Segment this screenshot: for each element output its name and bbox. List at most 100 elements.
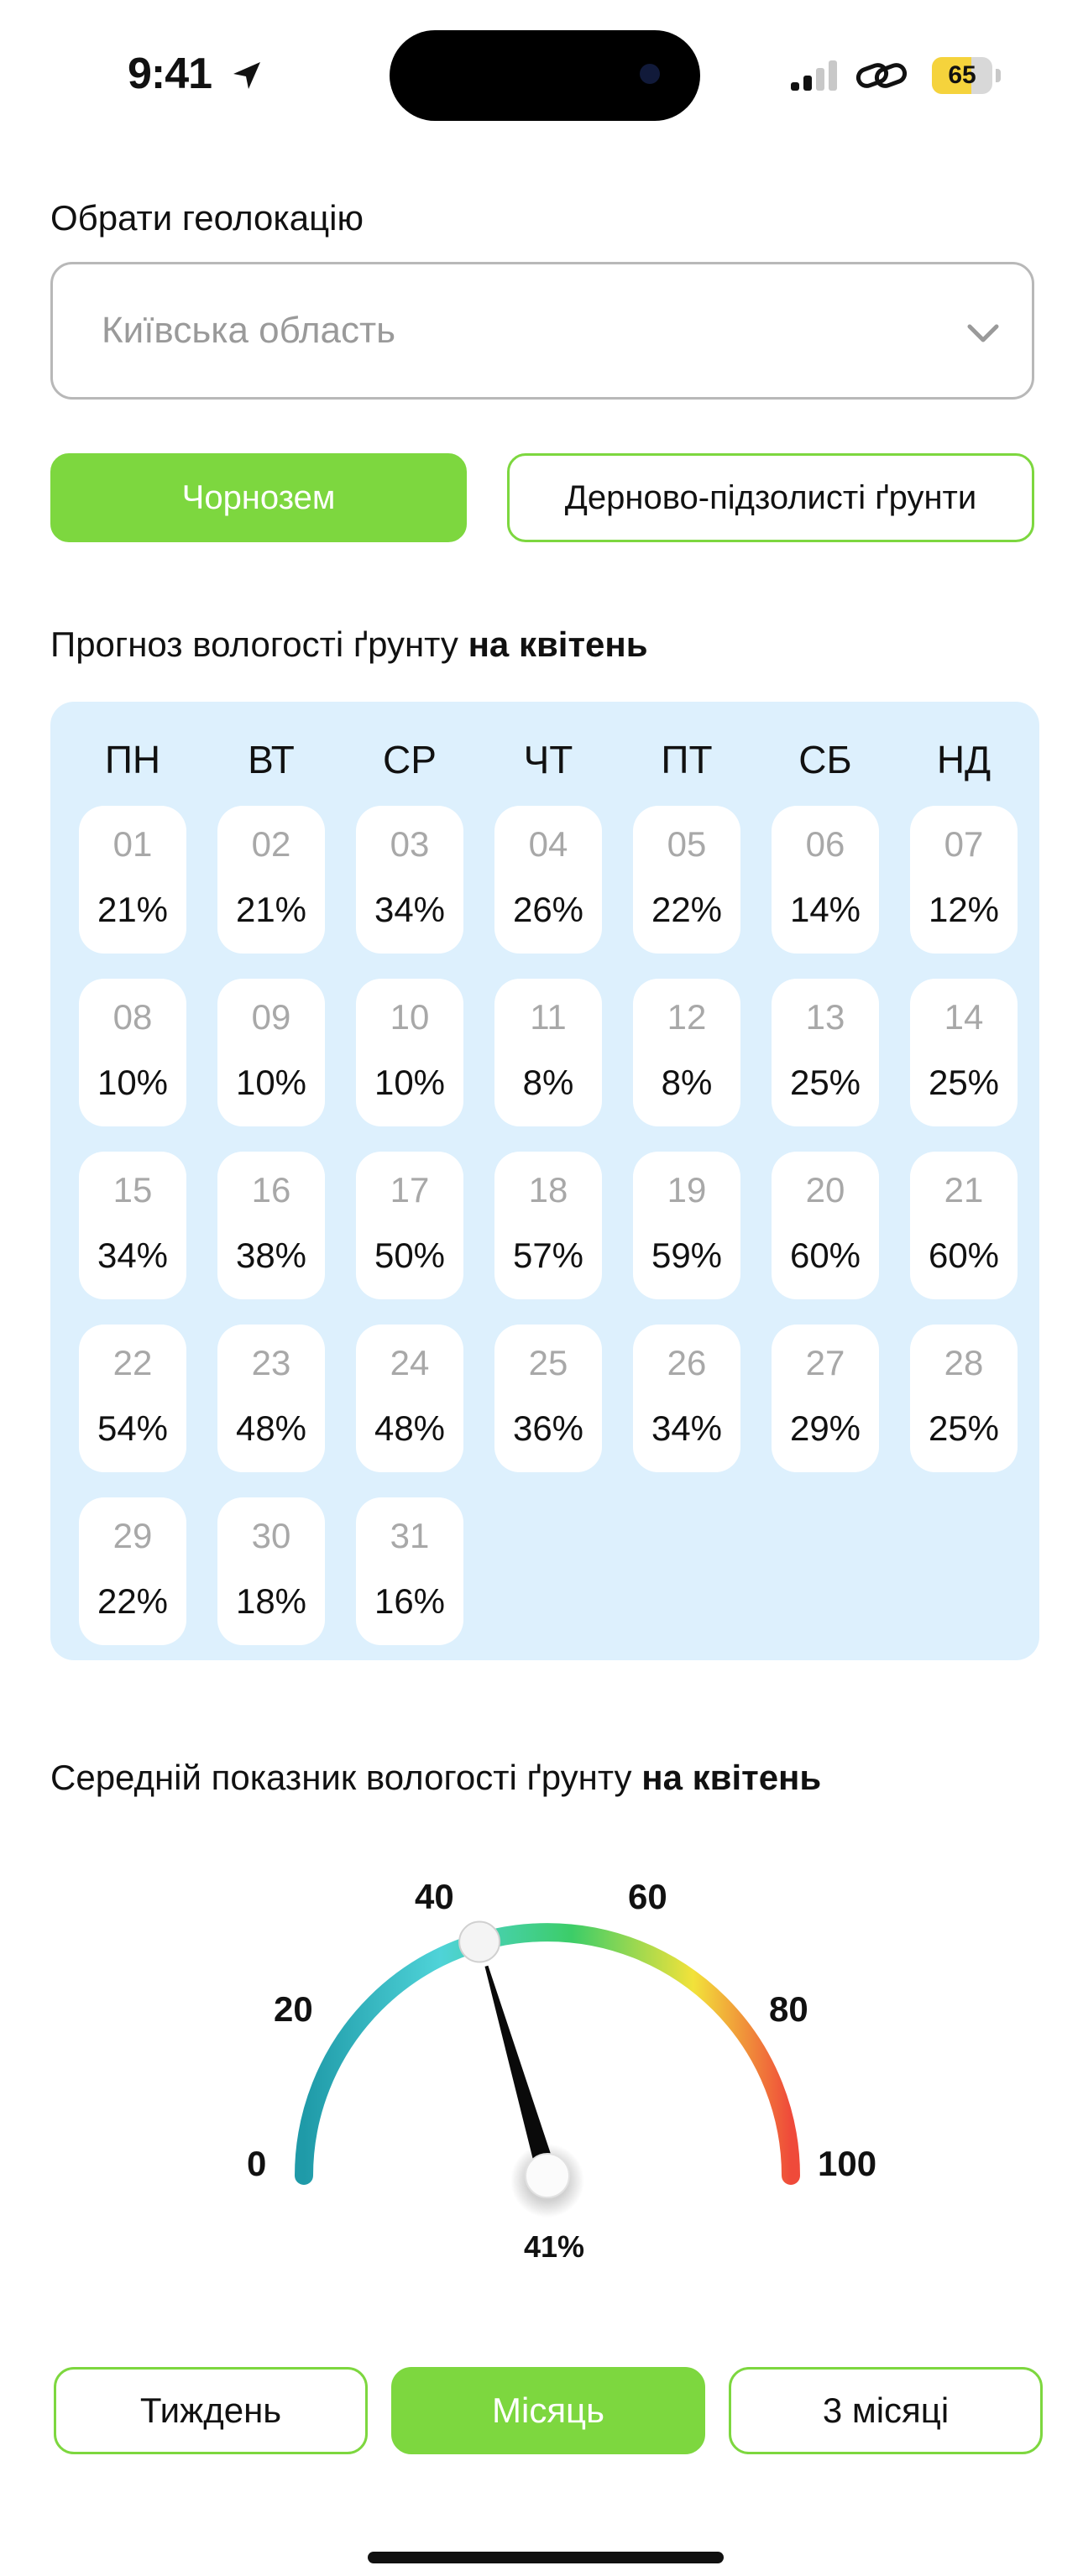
calendar-day-moisture: 38% [235, 1236, 307, 1275]
weekday-mon: ПН [104, 738, 161, 781]
calendar-day-moisture: 25% [928, 1063, 1000, 1102]
calendar-day-moisture: 18% [235, 1581, 307, 1621]
weekday-wed: СР [383, 738, 437, 781]
calendar-day[interactable]: 02 21% [217, 806, 325, 954]
calendar-day[interactable]: 29 22% [79, 1497, 186, 1645]
calendar-day-number: 14 [944, 997, 984, 1037]
calendar-day[interactable]: 10 10% [356, 979, 463, 1126]
location-arrow-icon [233, 62, 260, 89]
calendar-day-number: 21 [944, 1170, 984, 1210]
calendar-day-number: 07 [944, 824, 984, 864]
period-3-months-button[interactable]: 3 місяці [729, 2367, 1043, 2454]
calendar-day-moisture: 22% [651, 890, 723, 929]
calendar-day[interactable]: 04 26% [494, 806, 602, 954]
gauge-label-40: 40 [415, 1877, 454, 1916]
calendar-day-number: 02 [251, 824, 291, 864]
calendar-day-moisture: 34% [651, 1408, 723, 1448]
calendar-day[interactable]: 31 16% [356, 1497, 463, 1645]
calendar-day-number: 27 [805, 1343, 845, 1382]
calendar-day[interactable]: 15 34% [79, 1152, 186, 1299]
calendar-day-moisture: 59% [651, 1236, 723, 1275]
calendar-day[interactable]: 28 25% [910, 1325, 1018, 1472]
calendar-day[interactable]: 20 60% [772, 1152, 879, 1299]
gauge-label-60: 60 [628, 1877, 667, 1916]
calendar-day[interactable]: 30 18% [217, 1497, 325, 1645]
calendar-day-moisture: 16% [374, 1581, 446, 1621]
calendar-day-moisture: 21% [235, 890, 307, 929]
calendar-day[interactable]: 09 10% [217, 979, 325, 1126]
weekday-tue: ВТ [248, 738, 295, 781]
calendar-day-number: 26 [667, 1343, 707, 1382]
calendar-day[interactable]: 07 12% [910, 806, 1018, 954]
calendar-day[interactable]: 08 10% [79, 979, 186, 1126]
weekday-sun: НД [936, 738, 991, 781]
calendar-day-moisture: 25% [928, 1408, 1000, 1448]
calendar-day-number: 29 [112, 1516, 153, 1555]
calendar-day-number: 24 [390, 1343, 430, 1382]
calendar-day[interactable]: 03 34% [356, 806, 463, 954]
location-label: Обрати геолокацію [50, 198, 364, 238]
weekday-fri: ПТ [661, 738, 713, 781]
soil-type-chernozem[interactable]: Чорнозем [50, 453, 467, 542]
calendar-day-moisture: 10% [235, 1063, 307, 1102]
calendar-day[interactable]: 24 48% [356, 1325, 463, 1472]
chevron-down-icon [967, 324, 999, 342]
calendar-day[interactable]: 13 25% [772, 979, 879, 1126]
calendar-day[interactable]: 05 22% [633, 806, 740, 954]
calendar-day[interactable]: 14 25% [910, 979, 1018, 1126]
average-title: Середній показник вологості ґрунту на кв… [50, 1758, 822, 1797]
calendar-day-moisture: 10% [374, 1063, 446, 1102]
gauge-label-80: 80 [769, 1989, 808, 2029]
calendar-day-number: 03 [390, 824, 430, 864]
calendar-day-moisture: 29% [789, 1408, 861, 1448]
calendar-day-moisture: 54% [97, 1408, 169, 1448]
gauge-arc [295, 1923, 800, 2185]
calendar-day[interactable]: 16 38% [217, 1152, 325, 1299]
weekday-thu: ЧТ [523, 738, 573, 781]
calendar-day-number: 04 [528, 824, 568, 864]
calendar-day-number: 13 [805, 997, 845, 1037]
calendar-day[interactable]: 27 29% [772, 1325, 879, 1472]
link-icon [855, 63, 908, 88]
calendar-day[interactable]: 25 36% [494, 1325, 602, 1472]
calendar-day-number: 17 [390, 1170, 430, 1210]
gauge-label-0: 0 [247, 2144, 267, 2183]
calendar-day[interactable]: 22 54% [79, 1325, 186, 1472]
soil-type-sod-podzolic[interactable]: Дерново-підзолисті ґрунти [507, 453, 1034, 542]
moisture-calendar: ПН ВТ СР ЧТ ПТ СБ НД 01 21% 02 21% 03 34% 04 26… [50, 702, 1039, 1660]
calendar-day[interactable]: 18 57% [494, 1152, 602, 1299]
calendar-day-number: 12 [667, 997, 707, 1037]
calendar-day-number: 23 [251, 1343, 291, 1382]
location-select[interactable]: Київська область [50, 262, 1034, 400]
calendar-day-moisture: 10% [97, 1063, 169, 1102]
calendar-day-moisture: 14% [789, 890, 861, 929]
calendar-day-moisture: 34% [374, 890, 446, 929]
calendar-day[interactable]: 21 60% [910, 1152, 1018, 1299]
calendar-day-number: 16 [251, 1170, 291, 1210]
calendar-day-number: 18 [528, 1170, 568, 1210]
calendar-day[interactable]: 01 21% [79, 806, 186, 954]
period-month-button[interactable]: Місяць [391, 2367, 705, 2454]
calendar-day-moisture: 48% [374, 1408, 446, 1448]
gauge-label-20: 20 [274, 1989, 313, 2029]
calendar-day-moisture: 22% [97, 1581, 169, 1621]
calendar-day-number: 01 [112, 824, 153, 864]
weekday-sat: СБ [798, 738, 852, 781]
status-time: 9:41 [128, 50, 212, 98]
calendar-day-number: 28 [944, 1343, 984, 1382]
calendar-day[interactable]: 11 8% [494, 979, 602, 1126]
calendar-day[interactable]: 06 14% [772, 806, 879, 954]
moisture-gauge [295, 1920, 800, 2218]
calendar-day[interactable]: 17 50% [356, 1152, 463, 1299]
calendar-day-moisture: 36% [512, 1408, 584, 1448]
calendar-day[interactable]: 19 59% [633, 1152, 740, 1299]
calendar-day-moisture: 8% [522, 1063, 574, 1102]
battery-icon: 65 [932, 57, 1001, 94]
calendar-day[interactable]: 12 8% [633, 979, 740, 1126]
calendar-day-number: 30 [251, 1516, 291, 1555]
period-week-button[interactable]: Тиждень [54, 2367, 368, 2454]
calendar-day-moisture: 21% [97, 890, 169, 929]
calendar-day[interactable]: 23 48% [217, 1325, 325, 1472]
home-indicator [368, 2552, 724, 2563]
calendar-day[interactable]: 26 34% [633, 1325, 740, 1472]
